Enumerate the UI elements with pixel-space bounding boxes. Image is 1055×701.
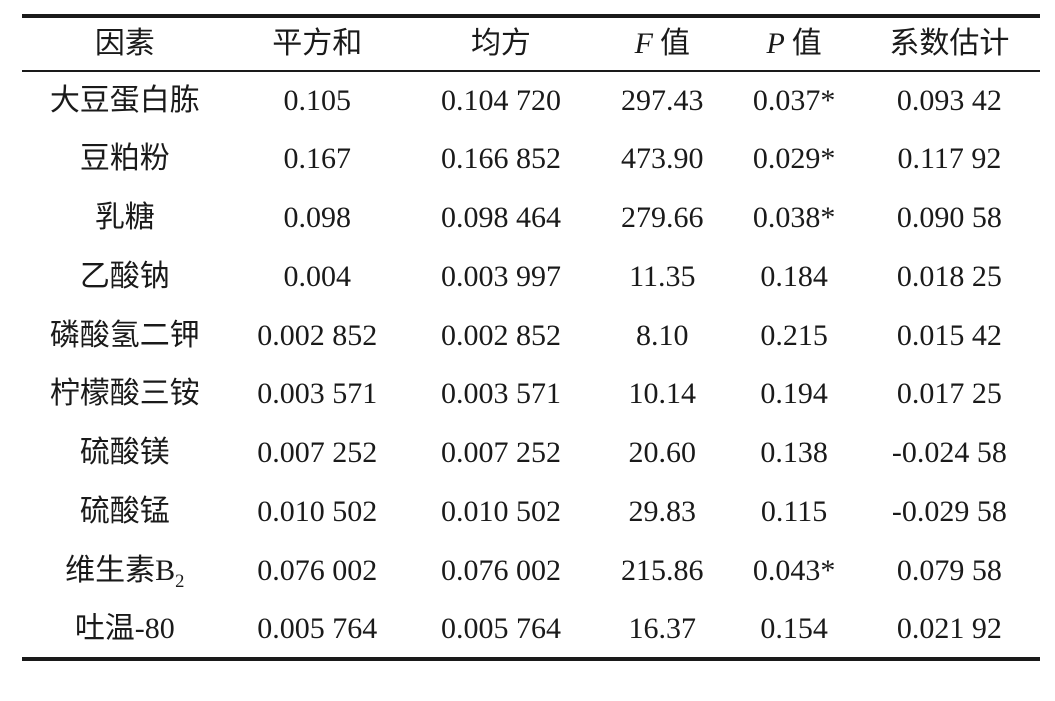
f-value-label: 值 bbox=[659, 27, 690, 60]
table-row: 硫酸锰 0.010 502 0.010 502 29.83 0.115 -0.0… bbox=[22, 483, 1040, 542]
cell-coefficient-estimate: -0.024 58 bbox=[891, 436, 1007, 470]
cell-p-value: 0.029* bbox=[752, 142, 836, 176]
cell-p-value: 0.215 bbox=[760, 318, 828, 352]
p-value-label: 值 bbox=[791, 27, 822, 60]
p-symbol: P bbox=[766, 27, 785, 60]
cell-f-value: 20.60 bbox=[628, 436, 697, 470]
column-header-sum-of-squares: 平方和 bbox=[272, 27, 363, 60]
column-header-mean-square: 均方 bbox=[470, 27, 531, 60]
table-row: 豆粕粉 0.167 0.166 852 473.90 0.029* 0.117 … bbox=[22, 130, 1040, 189]
cell-mean-square: 0.007 252 bbox=[440, 436, 561, 470]
cell-p-value: 0.038* bbox=[752, 200, 836, 234]
cell-mean-square: 0.005 764 bbox=[440, 611, 561, 645]
cell-sum-of-squares: 0.003 571 bbox=[257, 377, 378, 411]
cell-f-value: 29.83 bbox=[628, 494, 697, 528]
cell-coefficient-estimate: 0.079 58 bbox=[896, 553, 1002, 587]
f-symbol: F bbox=[634, 27, 653, 60]
cell-coefficient-estimate: 0.090 58 bbox=[896, 200, 1002, 234]
cell-factor: 乙酸钠 bbox=[79, 259, 170, 293]
column-header-factor: 因素 bbox=[94, 27, 155, 60]
cell-sum-of-squares: 0.098 bbox=[283, 200, 351, 234]
cell-coefficient-estimate: 0.015 42 bbox=[896, 318, 1002, 352]
table-row: 吐温-80 0.005 764 0.005 764 16.37 0.154 0.… bbox=[22, 600, 1040, 659]
table-row: 乳糖 0.098 0.098 464 279.66 0.038* 0.090 5… bbox=[22, 189, 1040, 248]
cell-sum-of-squares: 0.167 bbox=[283, 142, 351, 176]
cell-sum-of-squares: 0.076 002 bbox=[257, 553, 378, 587]
cell-sum-of-squares: 0.105 bbox=[283, 83, 351, 117]
cell-mean-square: 0.002 852 bbox=[440, 318, 561, 352]
cell-sum-of-squares: 0.005 764 bbox=[257, 611, 378, 645]
cell-p-value: 0.154 bbox=[760, 611, 828, 645]
cell-f-value: 10.14 bbox=[628, 377, 697, 411]
cell-f-value: 215.86 bbox=[621, 553, 704, 587]
factor-label: 维生素B bbox=[65, 553, 176, 587]
cell-sum-of-squares: 0.010 502 bbox=[257, 494, 378, 528]
cell-factor: 乳糖 bbox=[94, 200, 155, 234]
cell-factor: 豆粕粉 bbox=[79, 142, 170, 176]
cell-mean-square: 0.003 571 bbox=[440, 377, 561, 411]
table-row: 柠檬酸三铵 0.003 571 0.003 571 10.14 0.194 0.… bbox=[22, 365, 1040, 424]
cell-factor: 吐温-80 bbox=[74, 611, 175, 645]
cell-mean-square: 0.098 464 bbox=[440, 200, 561, 234]
cell-coefficient-estimate: 0.117 92 bbox=[897, 142, 1002, 176]
cell-factor: 柠檬酸三铵 bbox=[49, 377, 200, 411]
cell-sum-of-squares: 0.007 252 bbox=[257, 436, 378, 470]
cell-mean-square: 0.003 997 bbox=[440, 259, 561, 293]
cell-p-value: 0.194 bbox=[760, 377, 828, 411]
cell-factor: 硫酸镁 bbox=[79, 436, 170, 470]
cell-mean-square: 0.166 852 bbox=[440, 142, 561, 176]
cell-mean-square: 0.010 502 bbox=[440, 494, 561, 528]
table-row: 乙酸钠 0.004 0.003 997 11.35 0.184 0.018 25 bbox=[22, 247, 1040, 306]
cell-mean-square: 0.076 002 bbox=[440, 553, 561, 587]
cell-coefficient-estimate: -0.029 58 bbox=[891, 494, 1007, 528]
cell-p-value: 0.043* bbox=[752, 553, 836, 587]
cell-p-value: 0.184 bbox=[760, 259, 828, 293]
column-header-coefficient-estimate: 系数估计 bbox=[889, 27, 1010, 60]
cell-f-value: 16.37 bbox=[628, 611, 697, 645]
cell-factor: 硫酸锰 bbox=[79, 494, 170, 528]
cell-p-value: 0.115 bbox=[760, 494, 828, 528]
cell-factor: 大豆蛋白胨 bbox=[49, 83, 200, 117]
table-row: 大豆蛋白胨 0.105 0.104 720 297.43 0.037* 0.09… bbox=[22, 71, 1040, 130]
cell-coefficient-estimate: 0.017 25 bbox=[896, 377, 1002, 411]
factor-subscript: 2 bbox=[175, 570, 185, 592]
cell-coefficient-estimate: 0.093 42 bbox=[896, 83, 1002, 117]
cell-sum-of-squares: 0.004 bbox=[283, 259, 351, 293]
cell-f-value: 473.90 bbox=[621, 142, 704, 176]
cell-sum-of-squares: 0.002 852 bbox=[257, 318, 378, 352]
cell-mean-square: 0.104 720 bbox=[440, 83, 561, 117]
cell-coefficient-estimate: 0.021 92 bbox=[896, 611, 1002, 645]
cell-p-value: 0.138 bbox=[760, 436, 828, 470]
cell-factor: 维生素B2 bbox=[22, 541, 228, 600]
cell-f-value: 279.66 bbox=[621, 200, 704, 234]
cell-p-value: 0.037* bbox=[752, 83, 836, 117]
table-row: 维生素B2 0.076 002 0.076 002 215.86 0.043* … bbox=[22, 541, 1040, 600]
table-row: 磷酸氢二钾 0.002 852 0.002 852 8.10 0.215 0.0… bbox=[22, 306, 1040, 365]
cell-f-value: 297.43 bbox=[621, 83, 704, 117]
cell-factor: 磷酸氢二钾 bbox=[49, 318, 200, 352]
table-row: 硫酸镁 0.007 252 0.007 252 20.60 0.138 -0.0… bbox=[22, 424, 1040, 483]
cell-f-value: 8.10 bbox=[636, 318, 689, 352]
cell-coefficient-estimate: 0.018 25 bbox=[896, 259, 1002, 293]
cell-f-value: 11.35 bbox=[629, 259, 696, 293]
